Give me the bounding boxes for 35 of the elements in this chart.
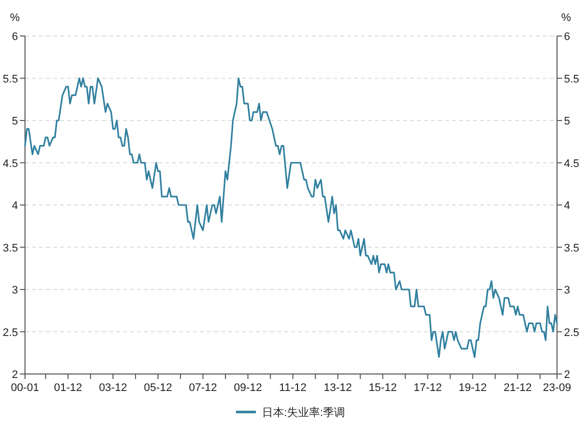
y-tick-label: 5 [12, 116, 18, 128]
y-tick-label: 3 [12, 284, 18, 296]
x-tick-label: 09-12 [234, 382, 262, 394]
y-tick-label: 2 [12, 369, 18, 381]
y-tick-label: 6 [12, 31, 18, 43]
x-tick-label: 03-12 [98, 382, 128, 394]
x-tick-label: 11-12 [279, 382, 307, 394]
x-tick-label: 15-12 [368, 382, 397, 394]
x-tick-label: 21-12 [504, 382, 532, 394]
y2-tick-label: 4 [564, 200, 570, 212]
y-tick-label: 2.5 [2, 326, 18, 339]
legend: 日本:失业率:季调 [236, 407, 346, 419]
x-tick-label: 23-09 [542, 382, 572, 394]
y2-tick-label: 2 [564, 369, 570, 381]
y-tick-label: 4.5 [2, 158, 18, 170]
y2-tick-label: 5 [564, 116, 570, 128]
y2-axis-title: % [561, 12, 572, 24]
x-tick-label: 07-12 [188, 382, 217, 394]
y2-tick-label: 4.5 [564, 158, 580, 170]
y-tick-label: 5.5 [2, 73, 18, 86]
y2-tick-label: 2.5 [564, 326, 580, 339]
legend-label: 日本:失业率:季调 [262, 406, 346, 419]
x-tick-label: 13-12 [324, 382, 352, 394]
y2-tick-label: 3.5 [564, 242, 580, 254]
x-tick-label: 00-01 [10, 382, 40, 394]
y2-tick-label: 3 [564, 284, 570, 296]
y-tick-label: 4 [12, 200, 18, 212]
y-tick-label: 3.5 [2, 242, 18, 254]
y2-tick-label: 6 [564, 31, 570, 43]
y2-tick-label: 5.5 [564, 73, 580, 86]
x-tick-label: 05-12 [144, 382, 172, 394]
x-tick-label: 19-12 [458, 382, 487, 394]
x-tick-label: 17-12 [414, 382, 442, 394]
y-axis-title: % [10, 12, 20, 24]
x-tick-label: 01-12 [54, 382, 82, 394]
